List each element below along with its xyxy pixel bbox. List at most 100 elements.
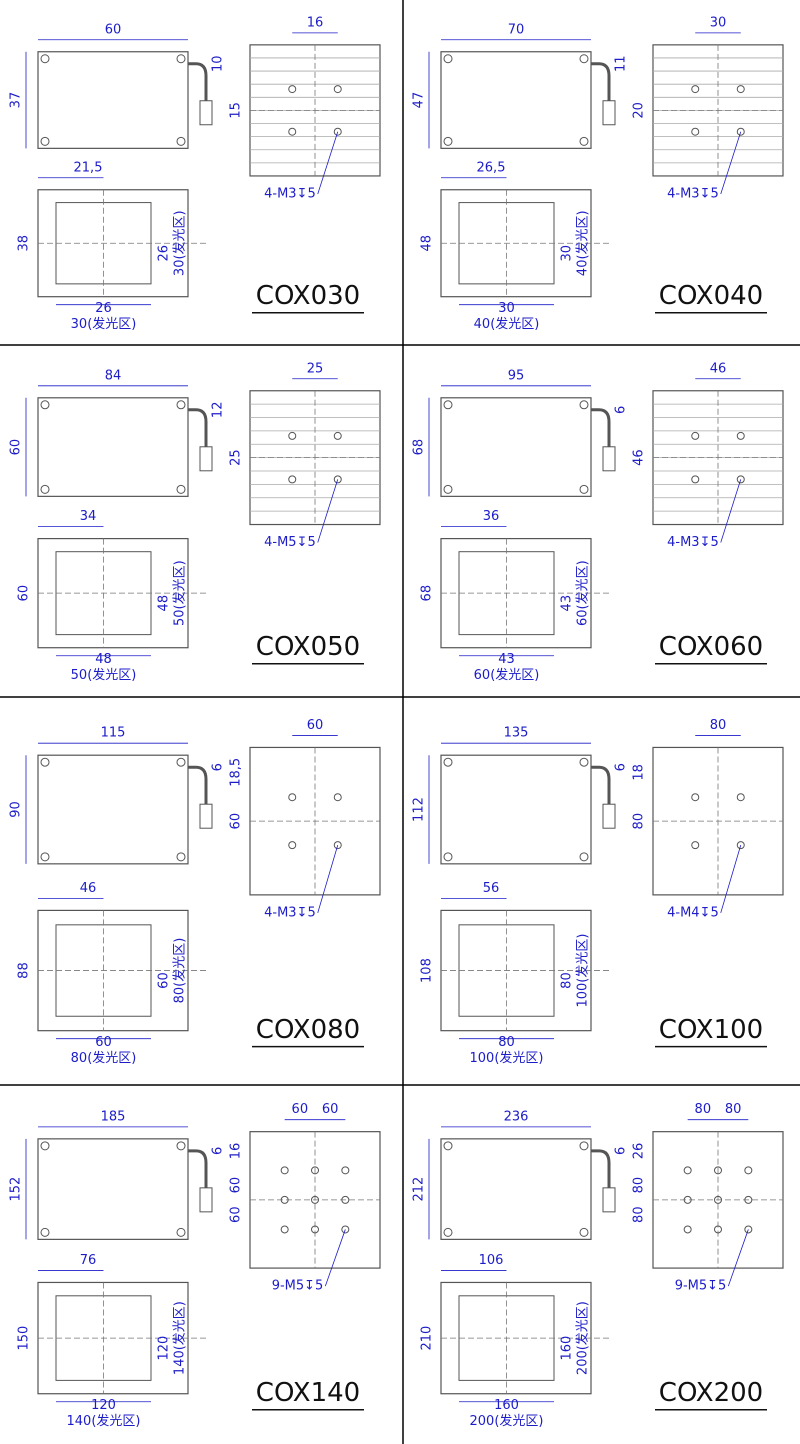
dimension-label: 6 — [614, 763, 629, 771]
dimension-label: 80(发光区) — [71, 1050, 137, 1066]
dimension-label: 36 — [483, 509, 500, 524]
dimension-label: 4-M3↧5 — [667, 535, 719, 550]
dimension-label: 120 — [91, 1398, 116, 1413]
dimension-label: 80 — [498, 1035, 515, 1050]
mount-screw — [40, 852, 50, 862]
dimension-label: 70 — [508, 22, 525, 37]
dimension-label: 9-M5↧5 — [675, 1279, 727, 1294]
mount-screw — [443, 136, 453, 146]
dimension-label: 6 — [211, 1147, 226, 1155]
mount-hole — [288, 127, 297, 136]
dimension-label: 25 — [307, 361, 324, 376]
mount-screw — [579, 852, 589, 862]
dimension-label: 106 — [479, 1253, 504, 1268]
mount-hole — [736, 127, 745, 136]
mount-hole — [333, 475, 342, 484]
dimension-label: 60 — [157, 972, 172, 989]
mount-screw — [579, 136, 589, 146]
leader-line — [720, 479, 742, 543]
dimension-label: 18,5 — [229, 758, 244, 787]
connector — [602, 803, 616, 829]
leader-line — [317, 131, 339, 195]
mount-hole — [736, 793, 745, 802]
mount-screw — [40, 136, 50, 146]
mount-hole — [341, 1166, 350, 1175]
mount-screw — [443, 757, 453, 767]
mount-screw — [443, 852, 453, 862]
top-view — [440, 51, 592, 149]
dimension-label: 9-M5↧5 — [272, 1279, 324, 1294]
mount-screw — [40, 54, 50, 64]
dimension-label: 210 — [420, 1326, 435, 1351]
mount-hole — [311, 1195, 319, 1204]
cable — [188, 765, 208, 805]
dimension-label: 60 — [105, 22, 122, 37]
connector — [602, 446, 616, 472]
model-name: COX080 — [256, 1015, 360, 1045]
dimension-label: 112 — [412, 797, 427, 822]
dimension-label: 26,5 — [477, 160, 506, 175]
mount-hole — [333, 127, 342, 136]
dimension-label: 60 — [229, 813, 244, 830]
top-view — [440, 754, 592, 865]
mount-hole — [714, 1166, 722, 1175]
dimension-label: 21,5 — [74, 160, 103, 175]
model-name: COX030 — [256, 281, 360, 311]
mount-screw — [579, 1227, 589, 1237]
dimension-label: 30 — [560, 245, 575, 262]
cable — [188, 1149, 208, 1188]
dimension-label: 60 — [322, 1102, 339, 1117]
dimension-label: 80 — [725, 1102, 742, 1117]
dimension-label: 80 — [695, 1102, 712, 1117]
dimension-label: 50(发光区) — [71, 667, 137, 683]
mount-hole — [288, 841, 297, 850]
leader-line — [324, 1229, 346, 1287]
mount-hole — [311, 1166, 319, 1175]
dimension-label: 30(发光区) — [71, 316, 137, 332]
dimension-label: 18 — [632, 764, 647, 781]
mount-screw — [176, 1141, 186, 1151]
dimension-label: 80(发光区) — [172, 938, 188, 1004]
dimension-label: 26 — [95, 301, 112, 316]
connector — [602, 100, 616, 126]
mount-screw — [176, 757, 186, 767]
model-name: COX060 — [659, 632, 763, 662]
top-view — [440, 1138, 592, 1240]
dimension-label: 108 — [420, 958, 435, 983]
dimension-label: 236 — [504, 1109, 529, 1124]
connector — [199, 1187, 213, 1213]
mount-screw — [579, 757, 589, 767]
dimension-label: 80 — [632, 1177, 647, 1194]
dimension-label: 6 — [211, 763, 226, 771]
dimension-label: 140(发光区) — [172, 1301, 188, 1375]
dimension-label: 48 — [420, 235, 435, 252]
top-view — [37, 1138, 189, 1240]
dimension-label: 84 — [105, 368, 122, 383]
mount-hole — [744, 1166, 753, 1175]
dimension-label: 150 — [17, 1326, 32, 1351]
mount-hole — [691, 127, 700, 136]
mount-hole — [714, 1195, 722, 1204]
dimension-label: 76 — [80, 1253, 97, 1268]
dimension-label: 88 — [17, 962, 32, 979]
dimension-label: 20 — [632, 102, 647, 119]
mount-screw — [40, 1141, 50, 1151]
mount-screw — [176, 852, 186, 862]
dimension-label: 152 — [9, 1177, 24, 1202]
top-view — [440, 397, 592, 497]
dimension-label: 68 — [412, 439, 427, 456]
dimension-label: 60 — [292, 1102, 309, 1117]
dimension-label: 4-M3↧5 — [667, 186, 719, 201]
dimension-label: 46 — [80, 881, 97, 896]
mount-screw — [579, 400, 589, 410]
dimension-label: 38 — [17, 235, 32, 252]
leader-line — [317, 479, 339, 543]
mount-hole — [736, 841, 745, 850]
mount-hole — [288, 431, 297, 440]
mount-screw — [579, 54, 589, 64]
dimension-label: 120 — [157, 1336, 172, 1361]
dimension-label: 6 — [614, 406, 629, 414]
connector — [199, 446, 213, 472]
dimension-label: 95 — [508, 368, 525, 383]
